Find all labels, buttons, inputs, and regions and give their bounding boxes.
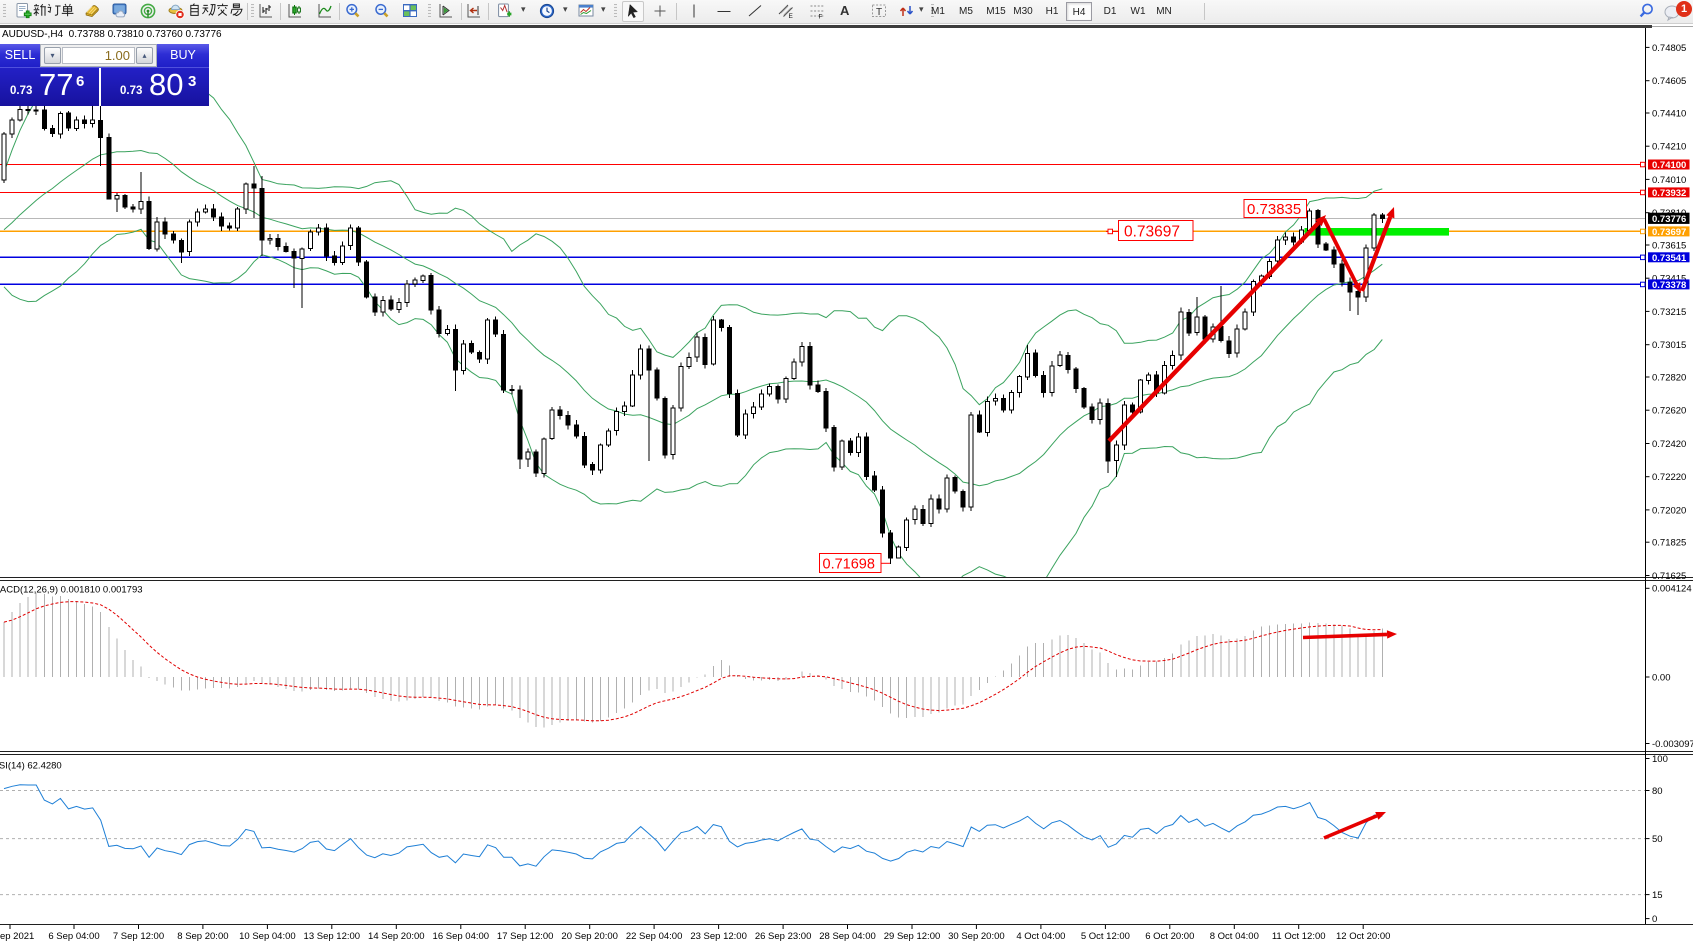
svg-text:AUDUSD-,H4 0.73788 0.73810 0.: AUDUSD-,H4 0.73788 0.73810 0.73760 0.737… (2, 29, 222, 40)
svg-text:16 Sep 04:00: 16 Sep 04:00 (433, 931, 490, 942)
svg-text:0.74100: 0.74100 (1652, 160, 1686, 171)
svg-text:0.71825: 0.71825 (1652, 538, 1686, 549)
svg-text:0.73932: 0.73932 (1652, 188, 1686, 199)
svg-text:17 Sep 12:00: 17 Sep 12:00 (497, 931, 554, 942)
svg-text:0: 0 (1652, 914, 1657, 925)
svg-text:22 Sep 04:00: 22 Sep 04:00 (626, 931, 683, 942)
svg-text:0.004124: 0.004124 (1652, 584, 1692, 595)
svg-text:3 Sep 2021: 3 Sep 2021 (0, 931, 34, 942)
svg-text:4 Oct 04:00: 4 Oct 04:00 (1016, 931, 1065, 942)
svg-text:10 Sep 04:00: 10 Sep 04:00 (239, 931, 296, 942)
svg-text:0.74605: 0.74605 (1652, 76, 1686, 87)
svg-text:29 Sep 12:00: 29 Sep 12:00 (884, 931, 941, 942)
svg-text:12 Oct 20:00: 12 Oct 20:00 (1336, 931, 1390, 942)
svg-text:6 Sep 04:00: 6 Sep 04:00 (48, 931, 99, 942)
svg-text:T: T (876, 7, 882, 18)
svg-text:26 Sep 23:00: 26 Sep 23:00 (755, 931, 812, 942)
svg-text:0.73215: 0.73215 (1652, 307, 1686, 318)
svg-text:5 Oct 12:00: 5 Oct 12:00 (1081, 931, 1130, 942)
svg-text:0.73615: 0.73615 (1652, 240, 1686, 251)
svg-text:30 Sep 20:00: 30 Sep 20:00 (948, 931, 1005, 942)
svg-text:0.74210: 0.74210 (1652, 142, 1686, 153)
svg-text:0.72620: 0.72620 (1652, 406, 1686, 417)
svg-text:28 Sep 04:00: 28 Sep 04:00 (819, 931, 876, 942)
svg-text:0.72020: 0.72020 (1652, 505, 1686, 516)
svg-text:80: 80 (1652, 786, 1663, 797)
svg-text:0.72420: 0.72420 (1652, 439, 1686, 450)
svg-text:11 Oct 12:00: 11 Oct 12:00 (1272, 931, 1326, 942)
svg-text:0.72820: 0.72820 (1652, 372, 1686, 383)
svg-text:0.73415: 0.73415 (1652, 274, 1686, 285)
svg-text:0.73776: 0.73776 (1652, 214, 1686, 225)
svg-text:0.73541: 0.73541 (1652, 253, 1687, 264)
svg-text:0.72220: 0.72220 (1652, 472, 1686, 483)
svg-text:F: F (819, 14, 823, 21)
svg-text:6 Oct 20:00: 6 Oct 20:00 (1145, 931, 1194, 942)
svg-text:0.73835: 0.73835 (1247, 201, 1301, 218)
svg-text:0.74010: 0.74010 (1652, 175, 1686, 186)
svg-text:0.73015: 0.73015 (1652, 340, 1686, 351)
svg-text:7 Sep 12:00: 7 Sep 12:00 (113, 931, 164, 942)
svg-text:50: 50 (1652, 834, 1663, 845)
svg-text:100: 100 (1652, 754, 1668, 765)
svg-text:0.73378: 0.73378 (1652, 280, 1686, 291)
svg-text:8 Oct 04:00: 8 Oct 04:00 (1210, 931, 1259, 942)
svg-text:0.00: 0.00 (1652, 672, 1671, 683)
svg-text:0.71698: 0.71698 (823, 557, 875, 573)
svg-text:13 Sep 12:00: 13 Sep 12:00 (304, 931, 361, 942)
svg-text:E: E (789, 13, 794, 20)
svg-text:0.73697: 0.73697 (1652, 227, 1686, 238)
svg-text:0.71625: 0.71625 (1652, 571, 1686, 582)
svg-text:-0.003097: -0.003097 (1652, 739, 1693, 750)
svg-text:14 Sep 20:00: 14 Sep 20:00 (368, 931, 425, 942)
svg-text:20 Sep 20:00: 20 Sep 20:00 (561, 931, 618, 942)
svg-text:0.74410: 0.74410 (1652, 108, 1686, 119)
svg-text:0.74805: 0.74805 (1652, 43, 1686, 54)
svg-text:15: 15 (1652, 890, 1663, 901)
svg-text:RSI(14) 62.4280: RSI(14) 62.4280 (0, 761, 62, 772)
svg-text:MACD(12,26,9) 0.001810 0.00179: MACD(12,26,9) 0.001810 0.001793 (0, 585, 143, 596)
svg-text:0.73697: 0.73697 (1124, 224, 1180, 241)
svg-text:8 Sep 20:00: 8 Sep 20:00 (177, 931, 228, 942)
svg-text:23 Sep 12:00: 23 Sep 12:00 (690, 931, 747, 942)
